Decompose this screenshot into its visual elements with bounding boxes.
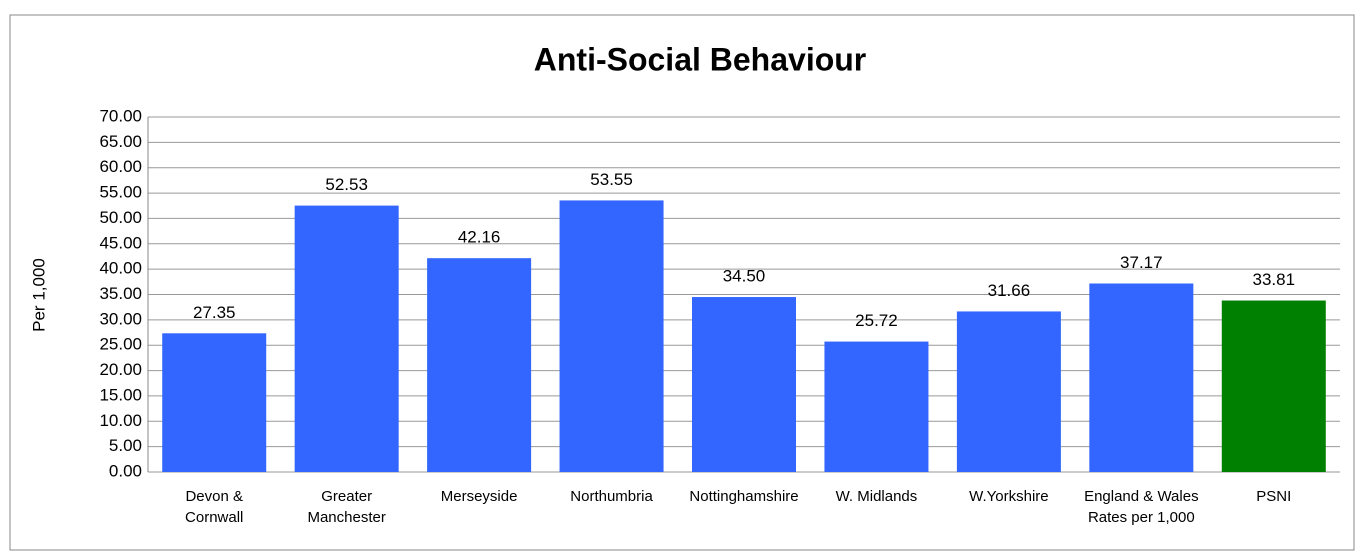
y-tick-label: 5.00 — [109, 436, 142, 455]
y-tick-label: 50.00 — [99, 208, 142, 227]
y-tick-label: 25.00 — [99, 335, 142, 354]
data-label: 53.55 — [590, 170, 633, 189]
bar — [824, 341, 929, 472]
bar — [294, 205, 399, 473]
x-tick-label: PSNI — [1256, 488, 1291, 505]
y-tick-label: 10.00 — [99, 411, 142, 430]
bar — [956, 311, 1061, 472]
data-label: 31.66 — [988, 281, 1031, 300]
y-tick-label: 70.00 — [99, 106, 142, 125]
x-tick-label: Northumbria — [570, 488, 653, 505]
x-tick-label: England & Wales Rates per 1,000 — [1084, 488, 1199, 526]
bar — [427, 258, 532, 472]
bar — [559, 200, 664, 473]
data-label: 33.81 — [1253, 270, 1296, 289]
data-label: 25.72 — [855, 311, 898, 330]
data-label: 27.35 — [193, 303, 236, 322]
x-tick-label: Merseyside — [441, 488, 518, 505]
y-tick-label: 45.00 — [99, 233, 142, 252]
y-axis-label: Per 1,000 — [29, 258, 48, 332]
bar — [162, 333, 267, 472]
chart-title: Anti-Social Behaviour — [534, 41, 867, 77]
y-tick-label: 0.00 — [109, 461, 142, 480]
x-tick-label: Greater Manchester — [307, 488, 385, 526]
y-tick-label: 20.00 — [99, 360, 142, 379]
data-label: 42.16 — [458, 228, 501, 247]
data-label: 52.53 — [325, 175, 368, 194]
y-tick-label: 30.00 — [99, 309, 142, 328]
x-tick-label: Nottinghamshire — [689, 488, 798, 505]
y-tick-label: 40.00 — [99, 259, 142, 278]
y-tick-label: 55.00 — [99, 183, 142, 202]
x-tick-label: W.Yorkshire — [969, 488, 1048, 505]
y-tick-label: 15.00 — [99, 385, 142, 404]
x-tick-label: W. Midlands — [836, 488, 918, 505]
data-label: 34.50 — [723, 267, 766, 286]
bar — [1221, 300, 1326, 472]
x-tick-label: Devon & Cornwall — [185, 488, 243, 526]
bar — [692, 297, 796, 472]
y-tick-label: 60.00 — [99, 157, 142, 176]
y-tick-label: 35.00 — [99, 284, 142, 303]
y-tick-label: 65.00 — [99, 132, 142, 151]
data-label: 37.17 — [1120, 253, 1163, 272]
bar — [1089, 283, 1194, 472]
